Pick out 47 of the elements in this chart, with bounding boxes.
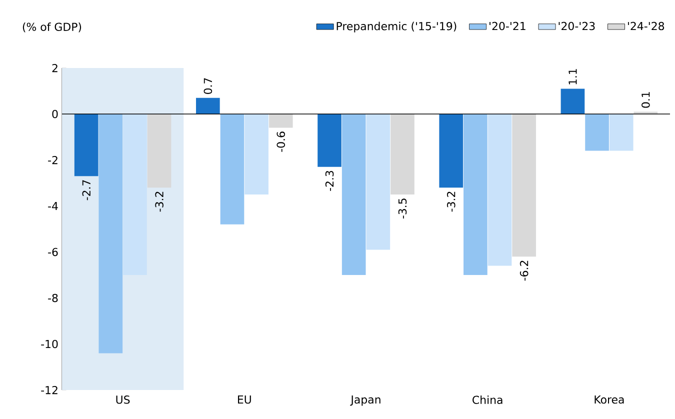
- y-tick-label: -2: [48, 156, 58, 164]
- x-tick-label: US: [116, 396, 130, 404]
- bar: [609, 114, 634, 151]
- data-label: -0.6: [276, 132, 286, 152]
- y-tick-label: -4: [48, 202, 58, 210]
- y-tick-label: -6: [48, 248, 58, 256]
- legend-label: '20-'21: [490, 22, 526, 30]
- bar: [560, 88, 585, 114]
- data-label: -2.7: [82, 180, 90, 200]
- legend-label: '24-'28: [628, 22, 664, 30]
- data-label: -3.2: [446, 192, 456, 212]
- y-tick-label: 2: [52, 64, 58, 72]
- bar: [390, 114, 414, 194]
- data-label: 1.1: [568, 69, 577, 84]
- bar: [244, 114, 268, 194]
- bar: [74, 114, 98, 176]
- bar: [439, 114, 464, 188]
- bar: [585, 114, 609, 151]
- legend-label: Prepandemic ('15-'19): [336, 22, 456, 32]
- bar: [318, 114, 342, 167]
- bar: [268, 114, 293, 128]
- bar: [196, 98, 220, 114]
- data-label: -3.2: [155, 192, 164, 212]
- x-tick-label: Japan: [350, 396, 380, 406]
- data-label: -3.5: [398, 198, 407, 219]
- data-label: -2.3: [325, 170, 334, 191]
- data-label: 0.7: [204, 78, 212, 94]
- y-tick-label: 0: [52, 110, 58, 118]
- data-label: -6.2: [520, 260, 528, 281]
- y-tick-label: -10: [41, 340, 58, 348]
- bar: [366, 114, 390, 250]
- x-tick-label: China: [472, 396, 502, 404]
- bar: [98, 114, 123, 354]
- bar: [488, 114, 512, 266]
- y-axis-title: (% of GDP): [22, 22, 82, 32]
- y-tick-label: -12: [41, 386, 58, 394]
- x-tick-label: EU: [238, 396, 251, 404]
- bar: [123, 114, 147, 275]
- y-tick-label: -8: [48, 294, 58, 302]
- data-label: 0.1: [642, 92, 650, 108]
- x-tick-label: Korea: [594, 396, 624, 404]
- bar: [464, 114, 488, 275]
- bar: [147, 114, 172, 188]
- legend-label: '20-'23: [558, 22, 595, 30]
- bar: [342, 114, 366, 275]
- bar: [512, 114, 536, 257]
- bar: [220, 114, 244, 224]
